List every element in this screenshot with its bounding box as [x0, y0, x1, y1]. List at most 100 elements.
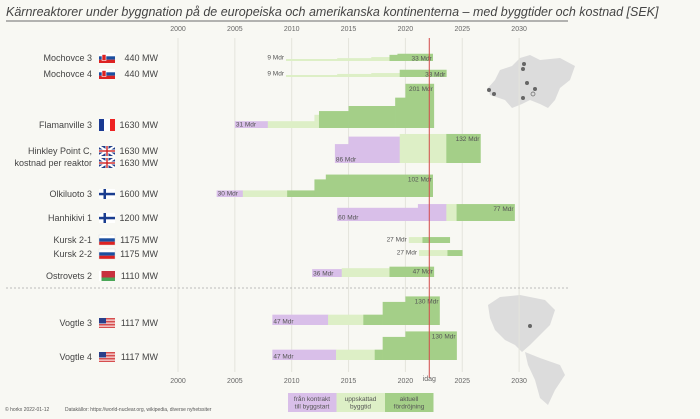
legend-swatch-delay — [385, 393, 434, 412]
bar-segment-estimated — [267, 121, 315, 128]
legend-label: aktuell fördröjning — [394, 396, 425, 411]
bar-segment-delay — [446, 133, 481, 163]
bar-segment-delay — [348, 106, 396, 128]
bar-segment-delay — [382, 301, 406, 325]
flag-us-icon — [99, 318, 115, 328]
reactor-name: Kursk 2-1 — [53, 235, 92, 245]
reactor-capacity: 1630 MW — [119, 158, 158, 168]
start-cost-label: 60 Mdr — [338, 215, 359, 222]
bar-segment-estimated — [337, 58, 372, 61]
bar-segment-contract — [216, 190, 244, 197]
reactor-name: Ostrovets 2 — [46, 271, 92, 281]
copyright: © horkx 2022-01-12 — [5, 406, 49, 413]
bar-segment-estimated — [399, 133, 447, 163]
bar-segment-estimated — [286, 59, 338, 61]
bar-segment-estimated — [371, 57, 390, 61]
reactor-capacity: 1110 MW — [121, 271, 159, 281]
reactor-capacity: 440 MW — [124, 69, 158, 79]
bar-segment-delay — [456, 204, 515, 221]
reactor-capacity: 1117 MW — [121, 352, 159, 362]
reactor-name: Mochovce 3 — [43, 53, 92, 63]
end-cost-label: 130 Mdr — [415, 298, 440, 305]
bar-segment-contract — [348, 136, 401, 163]
reactor-name: Hinkley Point C, — [28, 146, 92, 156]
start-cost-label: 47 Mdr — [273, 354, 294, 361]
bar-segment-contract — [272, 349, 337, 360]
reactor-name: Hanhikivi 1 — [48, 213, 92, 223]
bar-segment-estimated — [337, 73, 372, 77]
reactor-name: Mochovce 4 — [43, 69, 92, 79]
maps — [488, 55, 575, 405]
reactor-capacity: 1630 MW — [119, 146, 158, 156]
bar-segment-contract — [334, 144, 349, 163]
end-cost-label: 33 Mdr — [411, 56, 432, 63]
x-tick-label-top: 2015 — [341, 26, 357, 33]
x-tick-label-top: 2005 — [227, 26, 243, 33]
legend-label: från kontrakt till byggstart — [294, 395, 330, 411]
flag-fi-icon — [99, 189, 115, 199]
legend-swatch-contract — [288, 393, 337, 412]
bar-segment-delay — [389, 266, 435, 277]
reactor-capacity: 440 MW — [124, 53, 158, 63]
x-tick-label-bottom: 2025 — [454, 378, 470, 385]
bar-segment-delay — [447, 250, 463, 256]
bar-segment-delay — [405, 331, 457, 360]
flag-by-icon — [99, 271, 115, 281]
end-cost-label: 102 Mdr — [408, 177, 433, 184]
end-cost-label: 47 Mdr — [413, 269, 434, 276]
reactor-capacity: 1175 MW — [120, 249, 158, 259]
bar-segment-contract — [337, 207, 419, 221]
bar-segment-delay — [397, 53, 433, 61]
x-tick-label-top: 2030 — [511, 26, 527, 33]
bar-segment-delay — [287, 190, 315, 197]
bar-segment-delay — [325, 174, 433, 197]
reactor-name: Vogtle 3 — [59, 318, 92, 328]
reactor-capacity: 1175 MW — [120, 235, 158, 245]
flag-sk-icon — [99, 69, 115, 79]
x-tick-label-bottom: 2030 — [511, 378, 527, 385]
end-cost-label: 201 Mdr — [409, 86, 434, 93]
bar-segment-estimated — [371, 73, 401, 77]
x-tick-label-bottom: 2005 — [227, 378, 243, 385]
bar-segment-estimated — [314, 114, 320, 128]
end-cost-label: 132 Mdr — [456, 136, 481, 143]
reactor-capacity: 1117 MW — [121, 318, 159, 328]
bar-segment-delay — [374, 349, 383, 360]
bar-segment-estimated — [341, 268, 390, 277]
chart-title: Kärnreaktorer under byggnation på de eur… — [6, 5, 659, 19]
bar-segment-estimated — [286, 75, 338, 77]
start-cost-label: 36 Mdr — [313, 271, 334, 278]
bar-segment-delay — [363, 314, 383, 325]
bar-segment-delay — [405, 296, 440, 325]
flag-us-icon — [99, 352, 115, 362]
bar-segment-estimated — [419, 250, 448, 256]
end-cost-label: 130 Mdr — [432, 333, 457, 340]
flag-gb-icon — [98, 145, 116, 157]
end-cost-label: 77 Mdr — [493, 206, 514, 213]
europe-map — [488, 55, 575, 108]
start-cost-label: 9 Mdr — [267, 55, 284, 62]
bar-segment-contract — [312, 269, 343, 277]
reactor-name: Vogtle 4 — [59, 352, 92, 362]
reactor-name: Olkiluoto 3 — [49, 189, 92, 199]
map-dots — [487, 62, 537, 328]
bar-segment-delay — [395, 97, 406, 128]
today-label: idag — [423, 376, 436, 383]
x-tick-label-top: 2025 — [454, 26, 470, 33]
reactor-capacity: 1600 MW — [119, 189, 158, 199]
start-cost-label: 30 Mdr — [218, 191, 239, 198]
reactor-name: Flamanville 3 — [39, 120, 92, 130]
sources: Datakällor: https://world-nuclear.org, w… — [65, 407, 212, 413]
bar-segment-estimated — [328, 314, 364, 325]
flag-ru-icon — [98, 248, 116, 260]
reactor-name: Kursk 2-2 — [53, 249, 92, 259]
bar-segment-estimated — [408, 237, 423, 243]
bar-segment-delay — [314, 179, 327, 197]
x-tick-label-top: 2000 — [170, 26, 186, 33]
x-tick-label-bottom: 2020 — [398, 378, 414, 385]
legend-swatch-estimated — [336, 393, 385, 412]
reactor-capacity: 1200 MW — [119, 213, 158, 223]
bar-segment-contract — [417, 204, 447, 221]
bar-segment-estimated — [336, 349, 376, 360]
